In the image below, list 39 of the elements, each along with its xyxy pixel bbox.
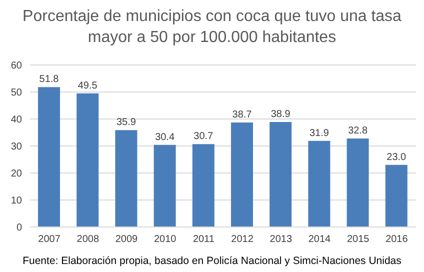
bar	[154, 144, 176, 227]
bar	[231, 122, 253, 227]
data-label: 31.9	[309, 128, 330, 139]
data-label: 30.7	[194, 131, 214, 142]
bar	[270, 122, 292, 227]
bar	[385, 164, 408, 227]
data-label: 32.8	[348, 125, 368, 136]
x-tick-label: 2013	[270, 234, 292, 246]
bar	[115, 130, 138, 227]
data-label: 23.0	[386, 152, 407, 163]
x-tick-label: 2008	[76, 234, 100, 246]
source-note: Fuente: Elaboración propia, basado en Policía Nacional y Simci-Naciones Unidas	[22, 255, 402, 267]
x-tick-label: 2010	[154, 234, 177, 246]
y-tick-label: 20	[10, 168, 22, 180]
data-label: 38.7	[232, 110, 252, 121]
bar	[192, 144, 214, 227]
data-label: 35.9	[116, 117, 136, 128]
x-tick-label: 2014	[308, 234, 332, 246]
y-tick-label: 0	[16, 222, 22, 234]
y-tick-label: 40	[10, 114, 22, 126]
y-tick-label: 60	[10, 60, 22, 72]
data-label: 30.4	[155, 132, 175, 143]
x-tick-label: 2011	[192, 234, 215, 246]
y-tick-label: 30	[10, 142, 22, 153]
data-label: 49.5	[78, 80, 98, 92]
y-tick-label: 10	[10, 196, 22, 207]
bar	[76, 93, 99, 227]
data-label: 51.8	[39, 74, 60, 86]
x-tick-label: 2007	[38, 234, 61, 246]
chart-title: Porcentaje de municipios con coca que tuvo una tasa mayor a 50 por 100.000 habitantes	[22, 7, 402, 48]
x-tick-label: 2009	[115, 234, 138, 246]
x-tick-label: 2015	[346, 234, 370, 246]
y-tick-label: 50	[10, 88, 22, 99]
bar	[38, 87, 60, 227]
x-tick-label: 2016	[386, 234, 408, 246]
bar	[308, 140, 330, 227]
bar	[346, 138, 369, 227]
x-tick-label: 2012	[231, 234, 254, 246]
data-label: 38.9	[270, 108, 291, 120]
